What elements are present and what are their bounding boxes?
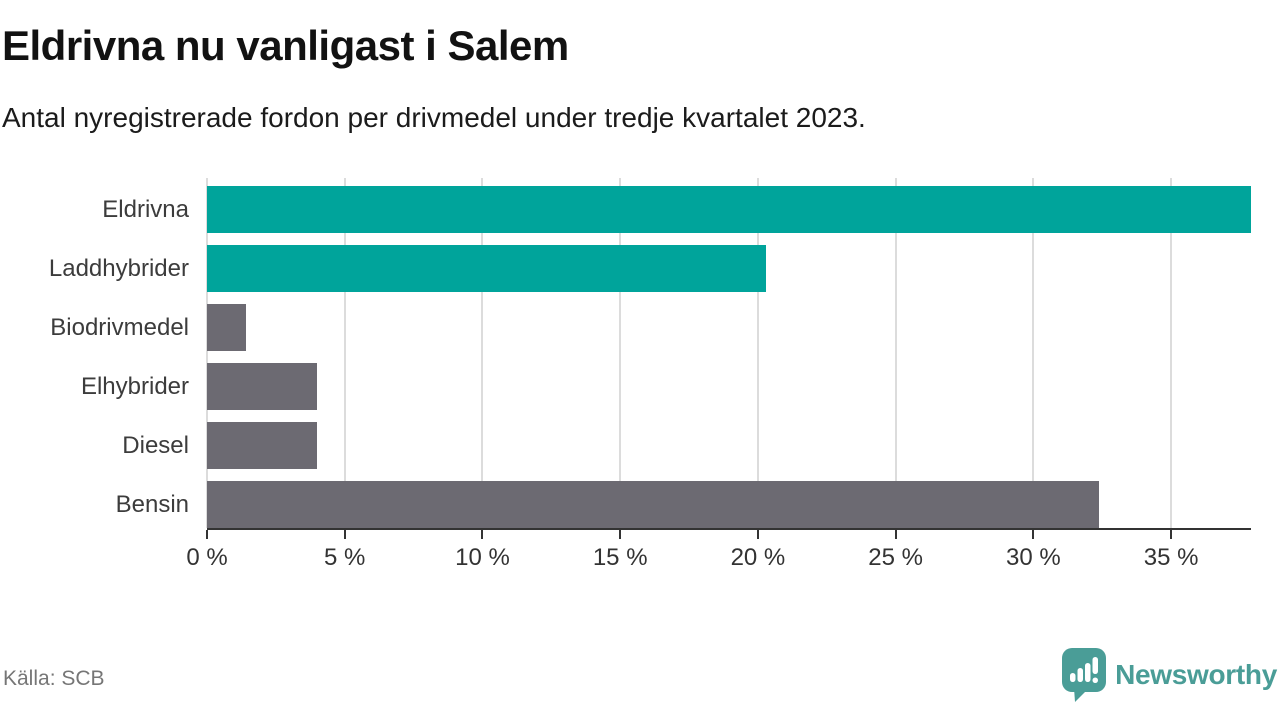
x-axis-tick-label: 0 % xyxy=(186,544,228,571)
x-axis-tick xyxy=(206,530,208,539)
x-axis-tick xyxy=(894,530,897,539)
x-axis-tick-label: 30 % xyxy=(1006,544,1061,571)
bar xyxy=(207,363,318,410)
bar xyxy=(207,481,1100,528)
gridline xyxy=(343,178,346,528)
x-axis-tick xyxy=(481,530,484,539)
gridline xyxy=(756,178,759,528)
gridline xyxy=(1032,178,1035,528)
x-axis-tick-label: 10 % xyxy=(455,544,510,571)
bar-row xyxy=(207,186,1251,233)
gridline xyxy=(894,178,897,528)
x-axis-tick-label: 20 % xyxy=(730,544,786,571)
gridline xyxy=(1170,178,1173,528)
bar-row xyxy=(207,245,1251,292)
newsworthy-logo: Newsworthy xyxy=(1062,648,1277,702)
x-axis-tick-label: 15 % xyxy=(592,544,648,571)
newsworthy-speech-bubble-chart-icon xyxy=(1062,648,1107,702)
bar-row xyxy=(207,304,1251,351)
bars-layer xyxy=(207,186,1251,528)
category-label: Elhybrider xyxy=(80,372,189,400)
x-axis-tick xyxy=(343,530,346,539)
newsworthy-logo-text: Newsworthy xyxy=(1115,659,1277,690)
chart-title: Eldrivna nu vanligast i Salem xyxy=(2,22,569,69)
x-axis-tick-label: 25 % xyxy=(868,544,923,571)
category-axis: Eldrivna Laddhybrider Biodrivmedel Elhybrid… xyxy=(0,186,189,528)
chart-subtitle: Antal nyregistrerade fordon per drivmede… xyxy=(2,102,866,133)
plot-area xyxy=(206,178,1251,530)
bar-row xyxy=(207,363,1251,410)
bar-row xyxy=(207,422,1251,469)
bar-row xyxy=(207,481,1251,528)
x-axis-tick xyxy=(756,530,759,539)
category-label: Laddhybrider xyxy=(48,254,189,282)
bar xyxy=(207,186,1251,233)
bar-chart: Eldrivna Laddhybrider Biodrivmedel Elhybrid… xyxy=(0,178,1251,571)
bar xyxy=(207,304,246,351)
source-note: Källa: SCB xyxy=(3,667,105,690)
x-axis-tick xyxy=(1170,530,1173,539)
category-label: Bensin xyxy=(115,490,189,518)
category-label: Biodrivmedel xyxy=(50,313,189,341)
bar xyxy=(207,422,318,469)
category-label: Eldrivna xyxy=(102,195,189,223)
gridline xyxy=(619,178,622,528)
gridline xyxy=(206,178,208,528)
x-axis-tick-label: 5 % xyxy=(324,544,366,571)
x-axis-tick xyxy=(1032,530,1035,539)
gridline xyxy=(481,178,484,528)
category-label: Diesel xyxy=(122,431,189,459)
bar xyxy=(207,245,767,292)
x-axis-tick xyxy=(619,530,622,539)
x-axis-tick-label: 35 % xyxy=(1143,544,1199,571)
